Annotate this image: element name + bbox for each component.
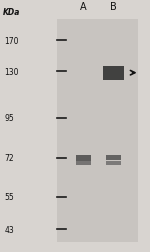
FancyBboxPatch shape	[106, 156, 121, 161]
FancyBboxPatch shape	[103, 66, 124, 68]
Text: 170: 170	[4, 37, 19, 45]
FancyBboxPatch shape	[106, 162, 121, 165]
FancyBboxPatch shape	[103, 74, 124, 75]
FancyBboxPatch shape	[103, 68, 124, 70]
FancyBboxPatch shape	[76, 155, 91, 161]
Text: KDa: KDa	[3, 8, 20, 17]
Text: 95: 95	[4, 114, 14, 123]
FancyBboxPatch shape	[103, 77, 124, 79]
Text: 72: 72	[4, 154, 14, 163]
Text: B: B	[110, 2, 117, 12]
FancyBboxPatch shape	[103, 75, 124, 77]
Text: 43: 43	[4, 225, 14, 234]
Text: 55: 55	[4, 193, 14, 202]
FancyBboxPatch shape	[103, 79, 124, 80]
FancyBboxPatch shape	[76, 162, 91, 165]
FancyBboxPatch shape	[103, 67, 124, 80]
Text: A: A	[80, 2, 87, 12]
FancyBboxPatch shape	[103, 70, 124, 72]
FancyBboxPatch shape	[103, 72, 124, 73]
FancyBboxPatch shape	[57, 20, 138, 242]
Text: 130: 130	[4, 68, 19, 77]
